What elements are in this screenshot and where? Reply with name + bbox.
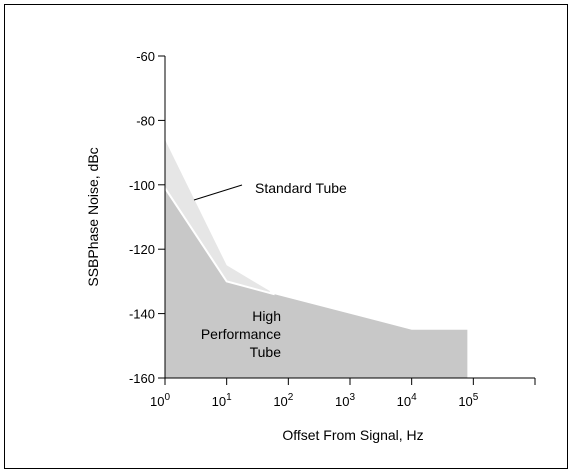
y-tick-label: -160 <box>129 371 155 386</box>
high-performance-label-line-3: Tube <box>250 344 282 360</box>
x-tick-label: 104 <box>397 392 417 409</box>
x-ticks: 100 101 102 103 104 105 <box>150 378 536 409</box>
high-performance-label-line-1: High <box>252 308 281 324</box>
chart-frame <box>4 4 568 469</box>
high-performance-label-line-2: Performance <box>201 326 281 342</box>
y-tick-label: -100 <box>129 178 155 193</box>
y-ticks: -60 -80 -100 -120 -140 -160 <box>129 49 165 386</box>
y-axis-label: SSBPhase Noise, dBc <box>85 147 101 286</box>
x-tick-label: 105 <box>458 392 478 409</box>
x-axis-label: Offset From Signal, Hz <box>282 427 423 443</box>
series-areas <box>164 139 468 378</box>
x-tick-label: 100 <box>150 392 170 409</box>
x-tick-label: 102 <box>273 392 293 409</box>
y-tick-label: -80 <box>136 113 155 128</box>
x-tick-label: 103 <box>335 392 355 409</box>
x-tick-label: 101 <box>212 392 232 409</box>
y-tick-label: -60 <box>136 49 155 64</box>
standard-tube-leader-line <box>193 184 243 201</box>
series-area-high-performance-tube <box>165 188 468 378</box>
y-tick-label: -140 <box>129 307 155 322</box>
y-tick-label: -120 <box>129 242 155 257</box>
high-performance-edge-line <box>164 187 275 296</box>
standard-tube-label: Standard Tube <box>255 180 347 196</box>
